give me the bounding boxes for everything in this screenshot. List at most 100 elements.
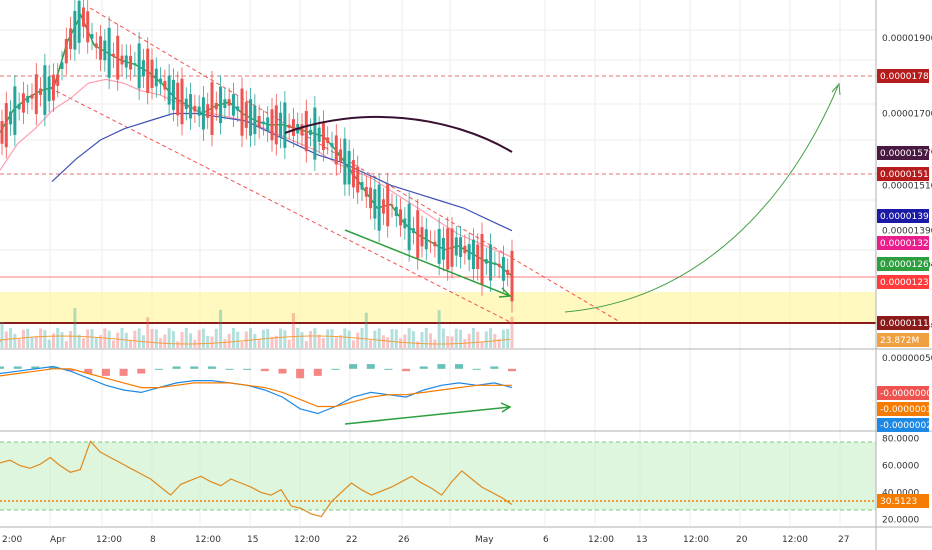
volume-bar-99 xyxy=(424,328,428,348)
macd-hist-bar-20 xyxy=(349,364,358,369)
candle-body-58 xyxy=(249,99,253,136)
time-tick-label-9: May xyxy=(475,535,494,545)
macd-hist-bar-14 xyxy=(243,368,252,370)
price-label-badge-5 xyxy=(877,257,929,271)
candle-body-76 xyxy=(326,137,330,143)
right-axis[interactable]: 0.000019000.000017000.000016000.00001510… xyxy=(875,0,932,550)
volume-bar-13 xyxy=(56,328,60,348)
volume-bar-60 xyxy=(257,338,261,348)
candles xyxy=(0,0,514,313)
volume-bar-63 xyxy=(270,336,274,348)
macd-hist-bar-8 xyxy=(137,368,146,374)
curved-arc xyxy=(284,115,513,153)
price-tick-label-3: 0.00001510 xyxy=(882,181,932,191)
volume-bar-97 xyxy=(416,341,420,348)
volume-bar-89 xyxy=(381,335,385,348)
candle-body-55 xyxy=(236,106,240,111)
volume-bar-87 xyxy=(373,330,377,348)
candle-body-118 xyxy=(506,269,510,276)
candle-body-31 xyxy=(133,63,137,65)
macd-hist-bar-22 xyxy=(384,368,393,370)
candle-body-74 xyxy=(317,127,321,142)
candle-body-45 xyxy=(193,105,197,112)
volume-bar-32 xyxy=(137,328,141,348)
volume-bar-66 xyxy=(283,330,287,348)
channel-upper xyxy=(89,7,621,323)
time-tick-label-8: 26 xyxy=(398,535,410,545)
volume-bar-18 xyxy=(77,334,81,348)
time-tick-label-6: 12:00 xyxy=(294,535,320,545)
candle-body-48 xyxy=(206,104,210,118)
volume-bar-109 xyxy=(467,333,471,348)
price-label-badge-2 xyxy=(877,167,929,181)
volume-bar-78 xyxy=(334,337,338,348)
volume-bar-92 xyxy=(394,329,398,348)
candle-body-87 xyxy=(373,189,377,219)
volume-bar-112 xyxy=(480,341,484,348)
price-label-text-5: 0.00001263 xyxy=(880,260,932,270)
price-label-text-7: 0.00001110 xyxy=(880,319,932,329)
candle-body-106 xyxy=(454,237,458,256)
rsi-panel[interactable] xyxy=(0,430,932,518)
volume-bar-3 xyxy=(13,333,17,348)
macd-hist-bar-16 xyxy=(278,368,287,374)
macd-histogram xyxy=(0,364,516,379)
macd-hist-bar-26 xyxy=(455,364,464,369)
macd-hist-bar-28 xyxy=(490,366,499,369)
price-tick-label-0: 0.00001900 xyxy=(882,34,932,44)
volume-bar-76 xyxy=(326,329,330,348)
candle-body-79 xyxy=(339,149,343,162)
macd-hist-bar-24 xyxy=(419,366,428,369)
volume-bar-105 xyxy=(450,336,454,348)
price-label-text-1: 0.00001570 xyxy=(880,149,932,159)
candle-body-5 xyxy=(21,93,25,113)
macd-panel[interactable] xyxy=(0,348,932,425)
candle-body-81 xyxy=(347,150,351,185)
candle-body-83 xyxy=(356,167,360,193)
candle-body-28 xyxy=(120,55,124,65)
price-label-badge-1 xyxy=(877,146,929,160)
candle-body-102 xyxy=(437,228,441,264)
volume-bar-56 xyxy=(240,341,244,348)
price-label-text-4: 0.00001320 xyxy=(880,239,932,249)
rsi-series-line-0 xyxy=(0,440,513,518)
candle-body-32 xyxy=(137,43,141,89)
candle-body-26 xyxy=(111,53,115,57)
volume-bar-10 xyxy=(43,330,47,348)
candle-body-25 xyxy=(107,27,111,78)
candle-body-109 xyxy=(467,244,471,260)
volume-bar-75 xyxy=(321,338,325,348)
macd-label-badge-1 xyxy=(877,402,929,416)
candle-body-16 xyxy=(69,28,73,50)
price-label-text-0: 0.00001781 xyxy=(880,72,932,82)
candle-body-23 xyxy=(99,36,103,60)
rsi-tick-label-1: 60.0000 xyxy=(882,462,919,472)
volume-bar-9 xyxy=(39,328,43,348)
candle-body-35 xyxy=(150,59,154,89)
candle-body-13 xyxy=(56,74,60,86)
macd-hist-bar-4 xyxy=(66,368,75,372)
volume-bar-11 xyxy=(47,339,51,348)
candle-body-3 xyxy=(13,86,17,135)
time-tick-label-16: 27 xyxy=(838,535,849,545)
macd-hist-bar-19 xyxy=(331,368,340,370)
time-axis[interactable]: 2:00 Apr 12:00 8 12:00 15 12:00 22 26 May 6 12:00 13… xyxy=(0,526,932,545)
candle-body-68 xyxy=(291,119,295,136)
divergence-arrow-macd xyxy=(344,406,511,425)
volume-bar-104 xyxy=(446,336,450,348)
volume-bar-83 xyxy=(356,332,360,348)
volume-bar-82 xyxy=(351,340,355,348)
candle-body-37 xyxy=(159,78,163,84)
divergence-arrow-macd-head xyxy=(500,402,512,413)
volume-bar-90 xyxy=(386,337,390,348)
candle-body-104 xyxy=(446,228,450,270)
volume-ma-line xyxy=(0,335,511,345)
macd-hist-bar-3 xyxy=(48,366,57,369)
volume-bar-59 xyxy=(253,333,257,348)
macd-series-group xyxy=(0,365,513,415)
volume-bar-39 xyxy=(167,328,171,348)
volume-bar-42 xyxy=(180,332,184,348)
candle-body-42 xyxy=(180,78,184,125)
price-panel[interactable] xyxy=(0,0,876,526)
